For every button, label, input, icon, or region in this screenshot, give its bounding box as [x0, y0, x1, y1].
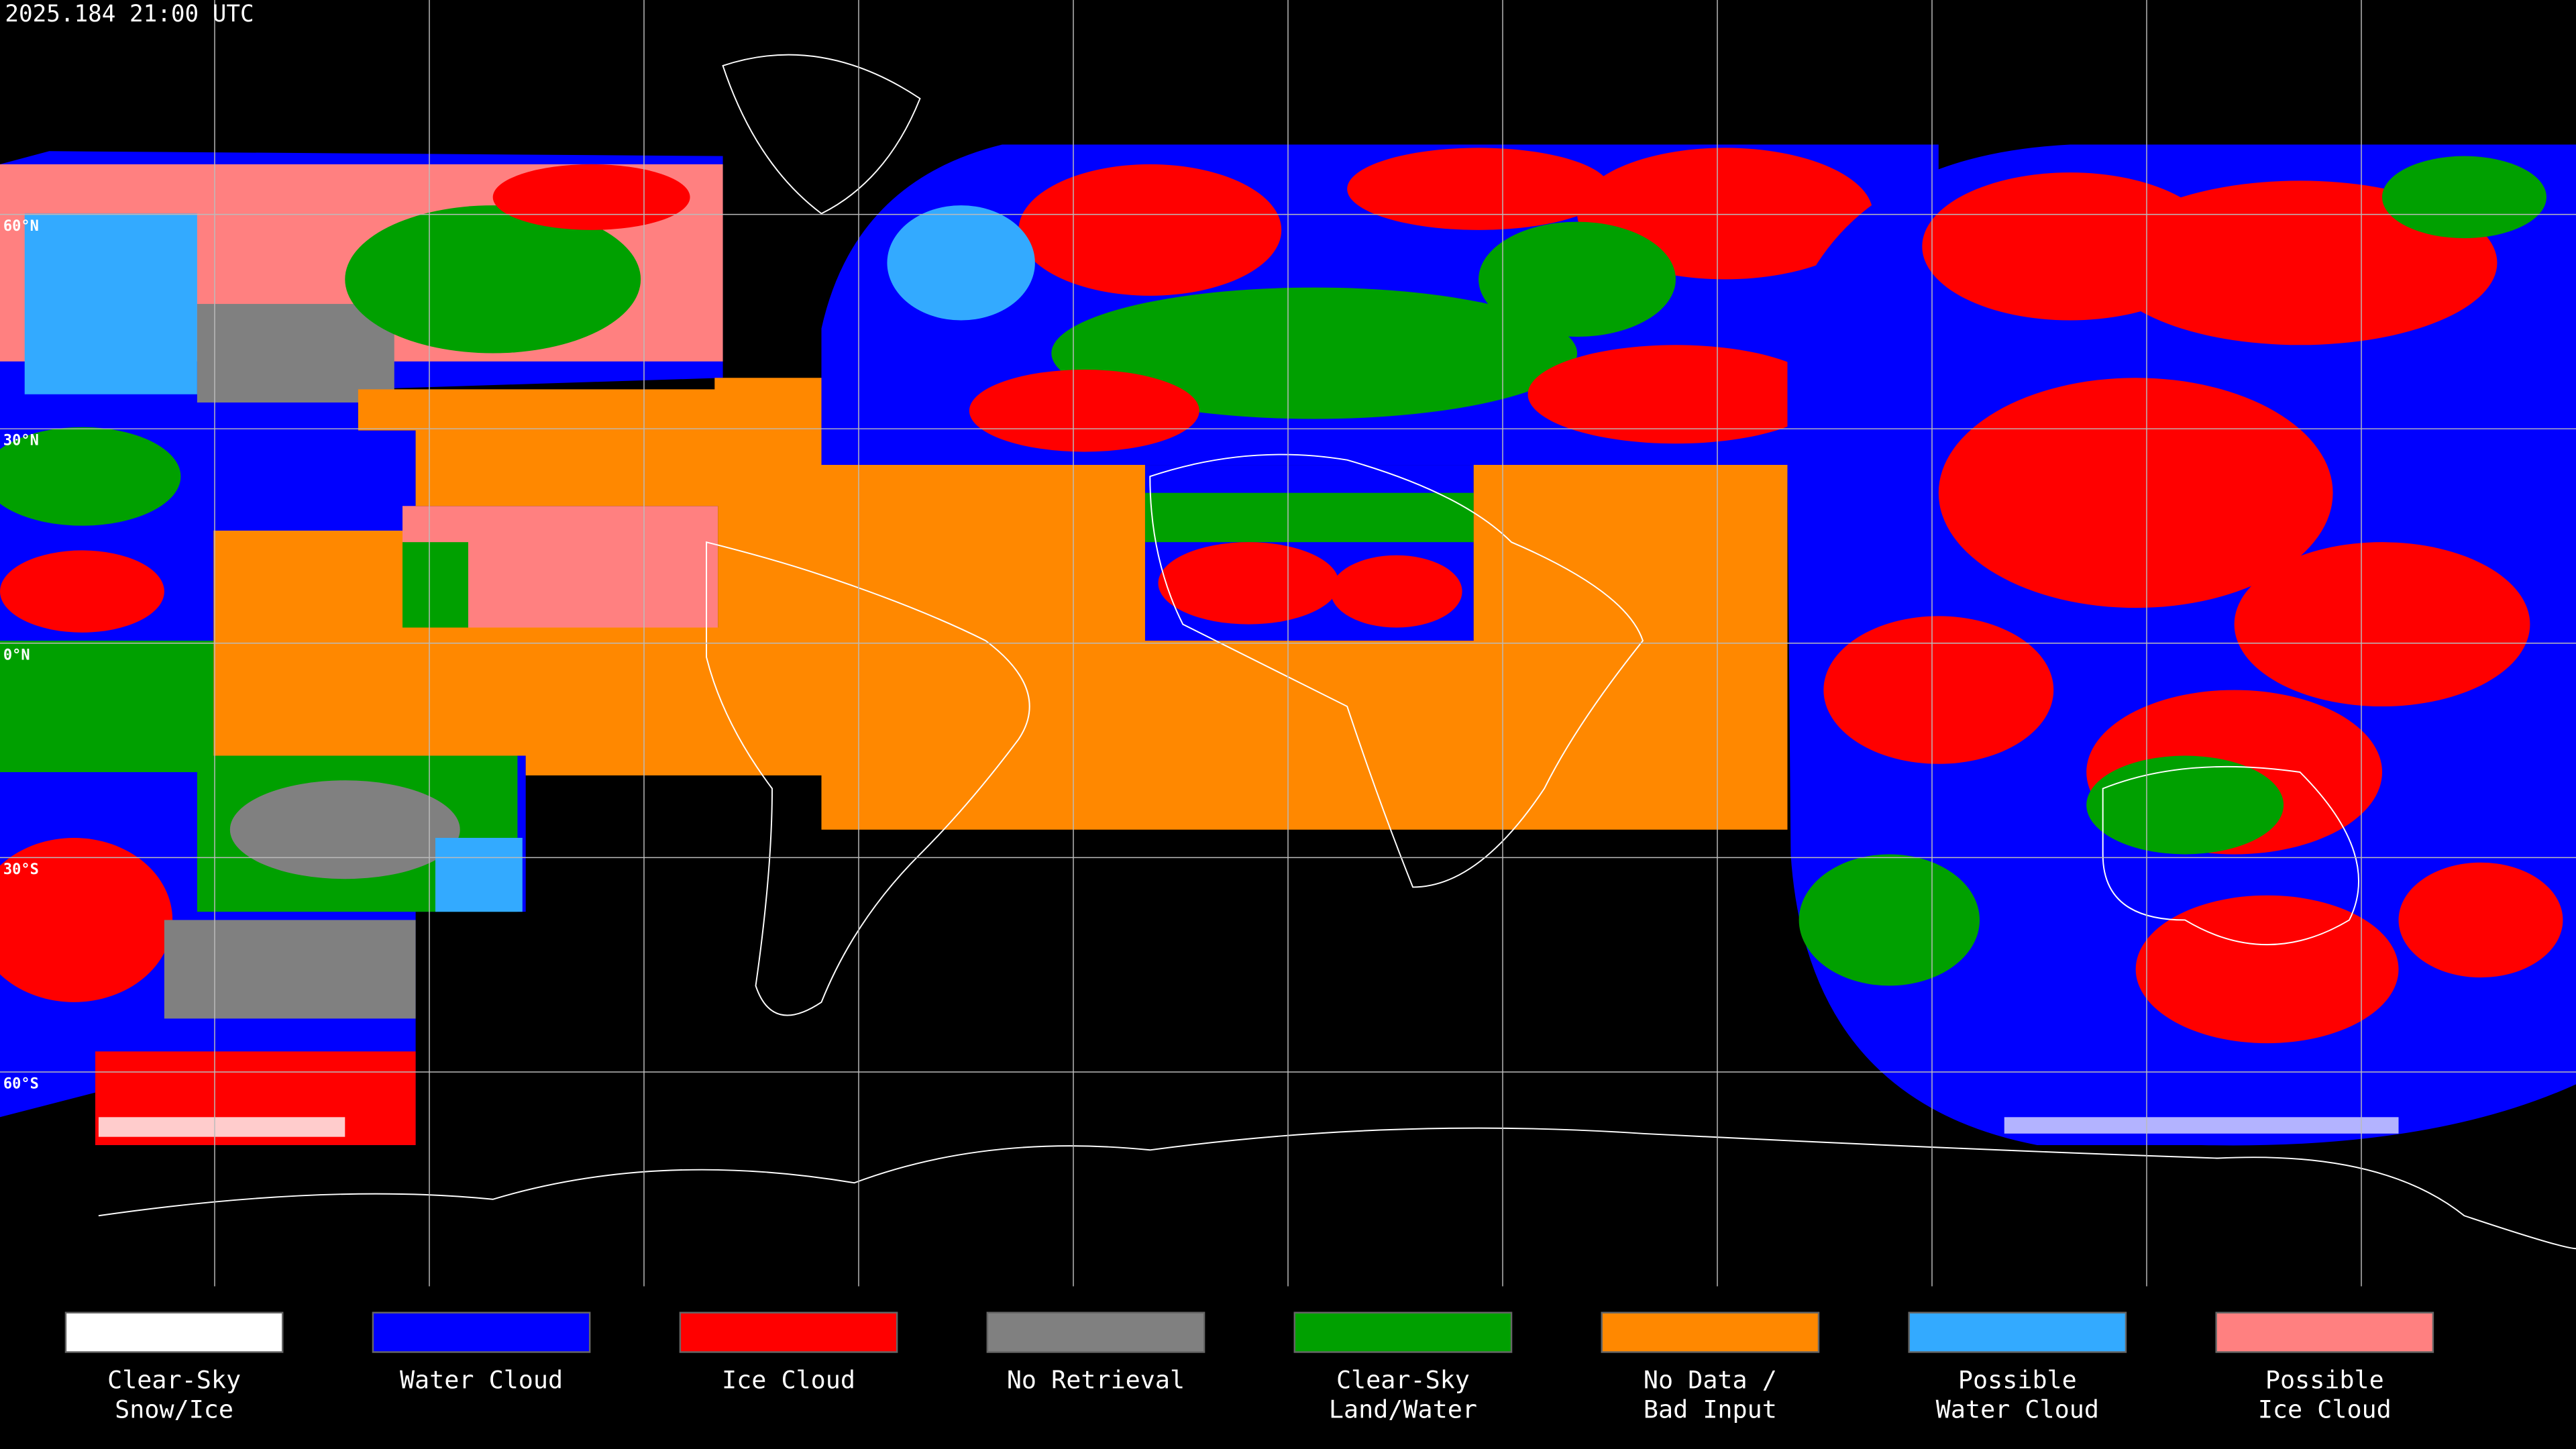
- legend-label: Snow/Ice: [115, 1395, 233, 1424]
- imagery-patch: [1799, 854, 1980, 986]
- legend-label: No Data /: [1644, 1365, 1777, 1394]
- imagery-patch: [213, 427, 411, 531]
- imagery-patch: [1158, 542, 1339, 625]
- legend-swatch: [64, 1311, 284, 1353]
- imagery-patch: [2004, 1117, 2399, 1134]
- imagery-patch: [24, 213, 197, 394]
- legend-label: Possible: [2265, 1365, 2384, 1394]
- latitude-label: 0°N: [3, 647, 30, 663]
- legend-label: Clear-Sky: [1336, 1365, 1470, 1394]
- timestamp: 2025.184 21:00 UTC: [5, 1, 254, 28]
- imagery-patch: [164, 920, 416, 1019]
- coastline: [2102, 765, 2360, 946]
- legend-label: Ice Cloud: [722, 1365, 855, 1394]
- imagery-patch: [1051, 287, 1578, 419]
- imagery-patch: [2234, 542, 2530, 707]
- imagery-patch: [1823, 616, 2054, 764]
- imagery-patch: [1018, 164, 1282, 296]
- latitude-labels: 60°N 30°N 0°N 30°S 60°S: [3, 218, 39, 1092]
- imagery-patch: [402, 542, 468, 628]
- imagery-patch: [1527, 345, 1824, 444]
- legend-label: Bad Input: [1644, 1395, 1777, 1424]
- latitude-label: 60°N: [3, 218, 39, 235]
- legend-bar: [0, 1286, 2576, 1449]
- coastline: [98, 1127, 2576, 1250]
- legend-swatch: [986, 1311, 1205, 1353]
- latitude-label: 60°S: [3, 1075, 39, 1092]
- coastline: [1149, 453, 1644, 888]
- imagery-patch: [345, 205, 641, 354]
- imagery-patch: [0, 427, 181, 526]
- imagery-patch: [1938, 378, 2333, 608]
- legend-swatch: [1908, 1311, 2127, 1353]
- legend-swatch: [679, 1311, 898, 1353]
- legend-swatch: [1293, 1311, 1513, 1353]
- legend-label: Water Cloud: [1936, 1395, 2099, 1424]
- imagery-panel: [1787, 144, 2576, 1146]
- imagery-patch: [2382, 156, 2546, 239]
- legend-label: No Retrieval: [1007, 1365, 1185, 1394]
- imagery-patch: [0, 838, 173, 1002]
- coastline: [706, 541, 1030, 1016]
- legend-label: Land/Water: [1329, 1395, 1477, 1424]
- imagery-patch: [1347, 148, 1610, 230]
- imagery-patch: [1330, 555, 1462, 628]
- legend-label: Possible: [1958, 1365, 2077, 1394]
- imagery-patch: [435, 837, 523, 912]
- imagery-patch: [0, 550, 164, 633]
- no-data-region: [213, 378, 1788, 830]
- legend-swatch: [2215, 1311, 2434, 1353]
- latitude-label: 30°S: [3, 861, 39, 878]
- imagery-patch: [2135, 895, 2399, 1044]
- imagery-patch: [229, 780, 460, 879]
- graticule: [0, 0, 2576, 1287]
- legend-label: Ice Cloud: [2258, 1395, 2392, 1424]
- latitude-label: 30°N: [3, 433, 39, 449]
- imagery-patch: [197, 304, 394, 402]
- cloud-phase-imagery: [0, 144, 2576, 1146]
- imagery-patch: [1479, 221, 1676, 337]
- legend-swatch: [1601, 1311, 1820, 1353]
- coastlines: [98, 54, 2576, 1250]
- imagery-patch: [2398, 862, 2563, 978]
- coastline: [722, 54, 921, 215]
- legend-label: Water Cloud: [400, 1365, 563, 1394]
- imagery-patch: [969, 370, 1199, 452]
- imagery-patch: [1144, 492, 1474, 543]
- legend-label: Clear-Sky: [107, 1365, 241, 1394]
- imagery-patch: [0, 641, 214, 773]
- imagery-patch: [2086, 755, 2284, 855]
- imagery-patch: [98, 1117, 345, 1137]
- imagery-patch: [492, 164, 690, 230]
- imagery-panel: [0, 151, 723, 1145]
- legend-swatch: [372, 1311, 591, 1353]
- imagery-patch: [887, 205, 1035, 321]
